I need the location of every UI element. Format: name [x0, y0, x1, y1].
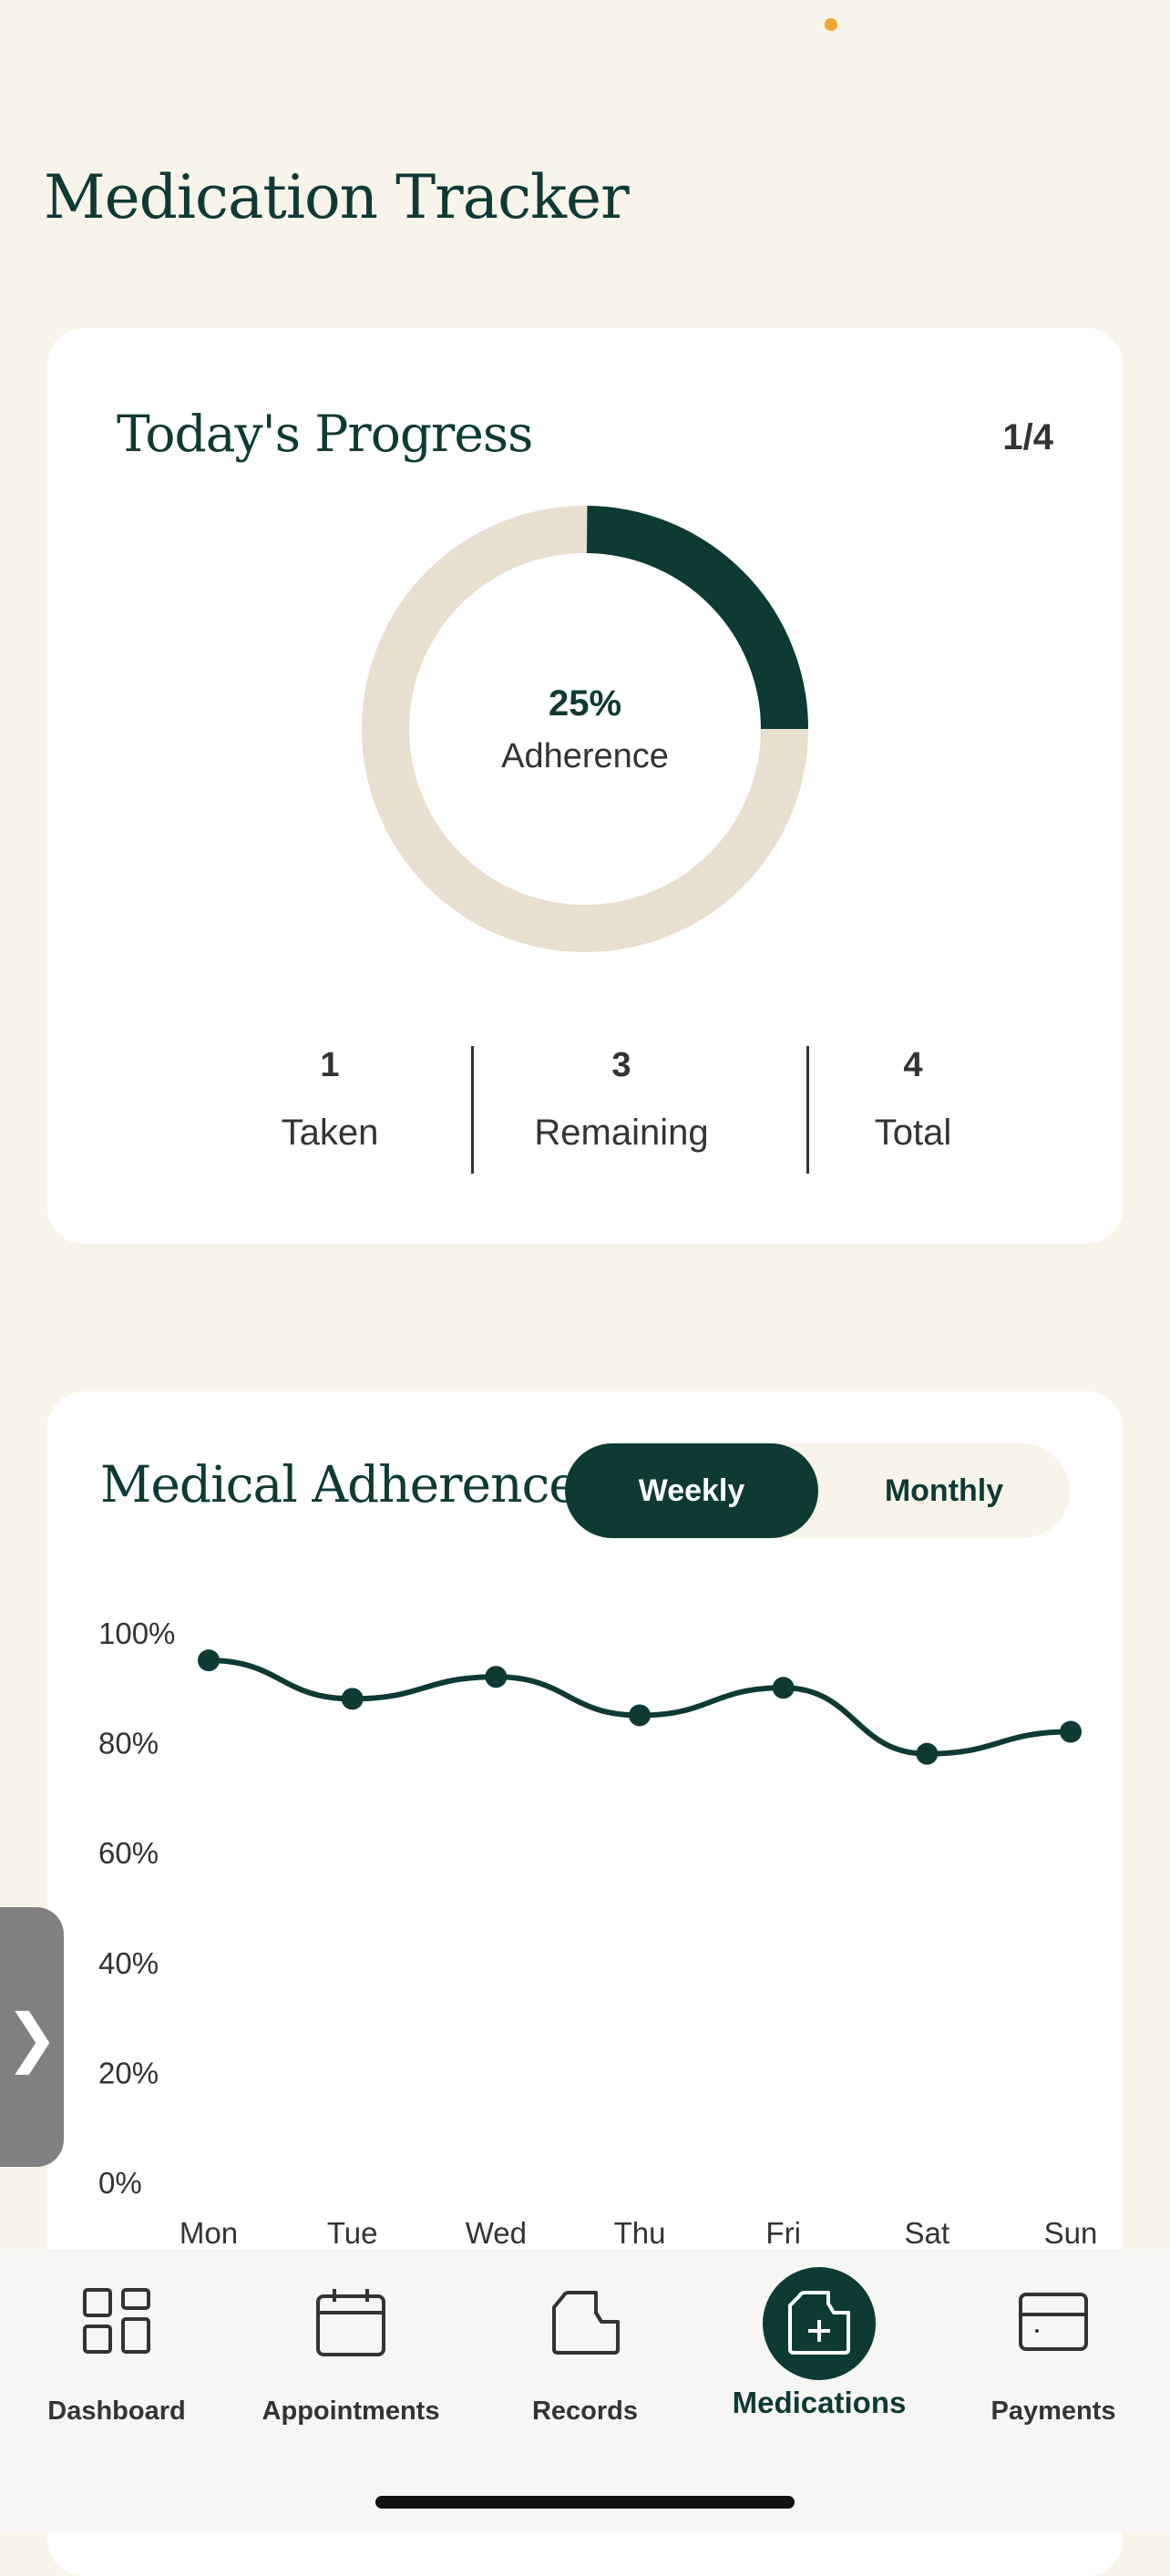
data-point [485, 1666, 508, 1688]
card-icon [1019, 2293, 1088, 2351]
stat-label: Taken [281, 1113, 379, 1153]
adherence-line-chart: 100% 80% 60% 40% 20% 0% Mon Tue Wed Thu Fri Sat Sun [98, 1616, 1098, 2250]
data-point [629, 1704, 651, 1727]
nav-label: Records [531, 2396, 639, 2426]
data-point [341, 1688, 364, 1710]
nav-label: Medications [732, 2386, 907, 2419]
x-tick-label: Thu [614, 2216, 666, 2250]
data-point [198, 1649, 220, 1672]
period-toggle: Weekly Monthly [565, 1443, 1070, 1538]
weekly-toggle-button[interactable]: Weekly [565, 1443, 818, 1538]
side-panel-handle[interactable]: ❯ [0, 1907, 64, 2167]
folder-plus-icon [788, 2291, 850, 2355]
adherence-donut-chart [362, 506, 808, 952]
x-tick-label: Wed [466, 2216, 527, 2250]
data-point [772, 1677, 795, 1699]
bottom-nav: Dashboard Appointments Records [0, 2249, 1170, 2531]
y-tick-label: 100% [98, 1616, 175, 1650]
progress-card-title: Today's Progress [117, 405, 533, 463]
y-tick-label: 60% [98, 1836, 159, 1870]
data-point [916, 1742, 939, 1765]
stat-divider [806, 1046, 809, 1174]
nav-label: Payments [990, 2396, 1116, 2426]
x-tick-label: Sun [1044, 2216, 1098, 2250]
progress-count: 1/4 [1002, 417, 1053, 457]
calendar-icon [316, 2289, 385, 2356]
folder-icon [552, 2291, 620, 2355]
home-indicator [375, 2496, 795, 2509]
y-tick-label: 80% [98, 1727, 159, 1760]
donut-fill [586, 506, 808, 730]
y-tick-label: 20% [98, 2056, 159, 2089]
stat-value: 4 [903, 1046, 923, 1084]
stat-label: Remaining [534, 1113, 709, 1153]
nav-label: Appointments [262, 2396, 440, 2426]
x-tick-label: Tue [327, 2216, 378, 2250]
stat-taken: 1 Taken [211, 1046, 448, 1154]
stat-value: 3 [611, 1046, 631, 1084]
stat-divider [471, 1046, 474, 1174]
monthly-toggle-button[interactable]: Monthly [818, 1443, 1070, 1538]
progress-card: Today's Progress 1/4 25% Adherence 1 Tak… [47, 328, 1123, 1244]
nav-label: Dashboard [47, 2396, 186, 2426]
adherence-percent: 25% [548, 683, 622, 724]
donut-center: 25% Adherence [357, 683, 813, 776]
adherence-card-title: Medical Adherence [100, 1455, 579, 1514]
x-tick-label: Mon [180, 2216, 238, 2250]
y-tick-label: 40% [98, 1946, 159, 1980]
adherence-label: Adherence [501, 737, 669, 775]
grid-icon [83, 2288, 150, 2354]
x-tick-label: Sat [905, 2216, 950, 2250]
status-indicator-dot [825, 18, 837, 31]
y-tick-label: 0% [98, 2166, 142, 2200]
stat-total: 4 Total [795, 1046, 1031, 1154]
stat-label: Total [874, 1113, 952, 1153]
data-point [1060, 1720, 1082, 1743]
progress-stats: 1 Taken 3 Remaining 4 Total [211, 1046, 951, 1174]
stat-value: 1 [320, 1046, 340, 1084]
x-tick-label: Fri [765, 2216, 800, 2250]
page-title: Medication Tracker [44, 162, 630, 232]
chevron-right-icon: ❯ [5, 2001, 59, 2073]
stat-remaining: 3 Remaining [503, 1046, 740, 1154]
